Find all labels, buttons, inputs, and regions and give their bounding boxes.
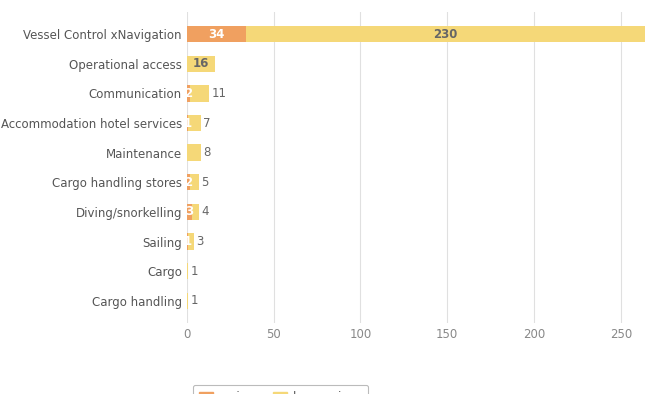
Text: 3: 3: [185, 205, 193, 218]
Text: 230: 230: [434, 28, 458, 41]
Bar: [187, 115, 189, 131]
Bar: [190, 85, 209, 102]
Bar: [187, 145, 201, 161]
Text: 16: 16: [193, 57, 209, 70]
Text: 1: 1: [191, 265, 199, 278]
Text: 4: 4: [201, 205, 209, 218]
Bar: [187, 263, 189, 279]
Bar: [246, 26, 645, 42]
Bar: [187, 26, 246, 42]
Text: 1: 1: [183, 235, 191, 248]
Text: 8: 8: [203, 146, 211, 159]
Text: 3: 3: [196, 235, 203, 248]
Bar: [187, 233, 189, 250]
Text: 1: 1: [191, 294, 199, 307]
Text: 11: 11: [212, 87, 227, 100]
Text: 7: 7: [203, 117, 211, 130]
Text: 2: 2: [185, 87, 193, 100]
Text: 1: 1: [183, 117, 191, 130]
Bar: [189, 233, 193, 250]
Bar: [187, 204, 192, 220]
Bar: [190, 174, 199, 190]
Bar: [187, 293, 189, 309]
Legend: serious, less serious: serious, less serious: [193, 385, 368, 394]
Bar: [187, 174, 190, 190]
Text: 34: 34: [208, 28, 225, 41]
Bar: [187, 56, 215, 72]
Text: 5: 5: [201, 176, 209, 189]
Bar: [192, 204, 199, 220]
Text: 2: 2: [185, 176, 193, 189]
Bar: [187, 85, 190, 102]
Bar: [189, 115, 201, 131]
